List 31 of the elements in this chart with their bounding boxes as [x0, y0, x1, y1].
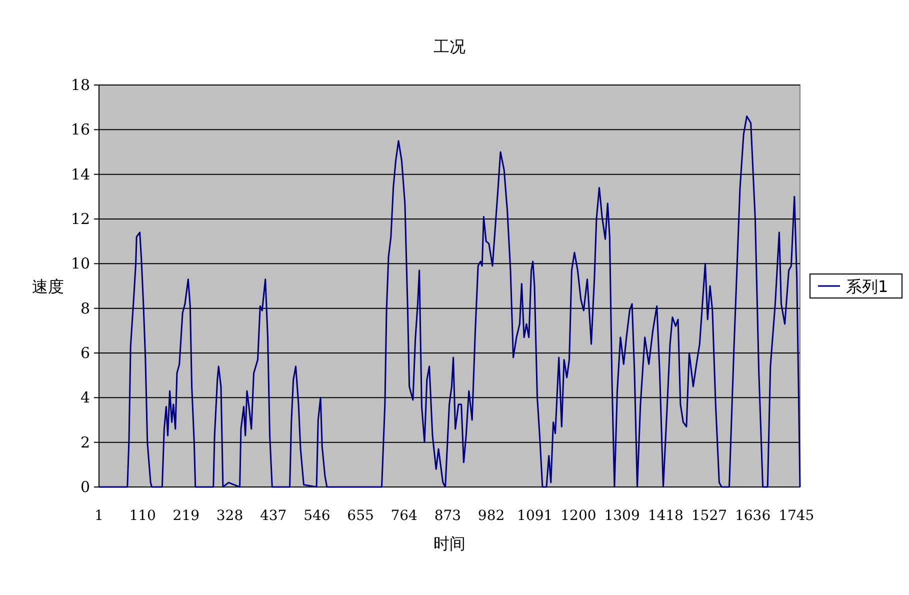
- x-tick-label: 1418: [648, 508, 684, 524]
- x-tick-label: 437: [260, 508, 287, 524]
- x-tick-label: 1636: [734, 508, 771, 524]
- x-tick-label: 328: [216, 508, 244, 524]
- x-axis-title: 时间: [434, 534, 466, 553]
- x-tick-label: 873: [434, 508, 462, 524]
- x-tick-label: 1: [94, 508, 104, 524]
- y-tick-label: 18: [70, 76, 90, 94]
- y-tick-label: 10: [70, 254, 90, 273]
- y-tick-label: 12: [70, 210, 90, 228]
- y-tick-label: 2: [80, 433, 90, 452]
- x-tick-label: 219: [172, 508, 200, 524]
- x-tick-label: 1091: [517, 508, 553, 524]
- x-tick-label: 982: [478, 508, 505, 524]
- legend-label: 系列1: [846, 277, 888, 296]
- y-axis-title: 速度: [32, 277, 64, 296]
- y-tick-label: 0: [80, 478, 90, 496]
- x-tick-label: 764: [390, 508, 418, 524]
- x-tick-label: 1309: [604, 508, 640, 524]
- y-tick-label: 8: [80, 299, 90, 318]
- y-tick-label: 4: [80, 388, 90, 407]
- x-tick-label: 1200: [560, 508, 596, 524]
- x-tick-label: 655: [347, 508, 374, 524]
- x-tick-label: 1527: [691, 508, 728, 524]
- y-tick-label: 6: [80, 344, 90, 362]
- y-tick-label: 16: [70, 120, 90, 139]
- y-tick-label: 14: [70, 165, 90, 184]
- chart-title: 工况: [434, 37, 466, 56]
- x-tick-label: 1745: [778, 508, 814, 524]
- x-tick-label: 110: [129, 508, 156, 524]
- x-tick-label: 546: [304, 508, 330, 524]
